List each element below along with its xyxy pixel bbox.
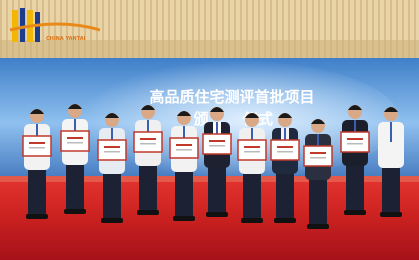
certificate-text	[67, 137, 83, 139]
legs	[243, 170, 261, 220]
certificate	[134, 132, 162, 152]
legs	[139, 162, 157, 212]
certificate	[271, 140, 299, 160]
legs	[28, 166, 46, 216]
certificate-text	[104, 151, 120, 153]
certificate-text	[310, 152, 326, 154]
certificate-text	[29, 142, 45, 144]
certificate-text	[176, 144, 192, 146]
legs	[309, 176, 327, 226]
certificate	[61, 131, 89, 151]
certificate-text	[277, 146, 293, 148]
legs	[346, 162, 364, 212]
lanyard	[390, 122, 392, 142]
certificate	[203, 134, 231, 154]
banner-title: 高品质住宅测评首批项目	[149, 88, 314, 106]
certificate-text	[244, 151, 260, 153]
shoes	[241, 218, 263, 223]
certificate-text	[277, 151, 293, 153]
legs	[382, 164, 400, 214]
legs	[66, 161, 84, 211]
certificate-text	[104, 146, 120, 148]
certificate-text	[209, 145, 225, 147]
people	[23, 104, 404, 229]
shoes	[380, 212, 402, 217]
photo: CHINA YANTAI 高品质住宅测评首批项目 颁 仪式	[0, 0, 419, 260]
shoes	[173, 216, 195, 221]
certificate-text	[244, 146, 260, 148]
certificate	[238, 140, 266, 160]
legs	[276, 170, 294, 220]
logo-stripe	[20, 8, 25, 42]
certificate	[341, 132, 369, 152]
legs	[103, 170, 121, 220]
certificate	[304, 146, 332, 166]
shoes	[274, 218, 296, 223]
certificate	[23, 136, 51, 156]
logo-text: CHINA YANTAI	[46, 36, 86, 42]
logo-stripe	[12, 10, 18, 42]
shoes	[64, 209, 86, 214]
certificate-text	[140, 143, 156, 145]
logo-stripe	[35, 12, 40, 42]
shoes	[307, 224, 329, 229]
certificate-text	[347, 143, 363, 145]
shoes	[206, 212, 228, 217]
certificate	[170, 138, 198, 158]
ceiling-edge	[0, 40, 419, 58]
certificate-text	[209, 140, 225, 142]
shoes	[137, 210, 159, 215]
shoes	[26, 214, 48, 219]
legs	[208, 164, 226, 214]
certificate-text	[176, 149, 192, 151]
certificate-text	[29, 147, 45, 149]
shoes	[344, 210, 366, 215]
certificate-text	[310, 157, 326, 159]
certificate-text	[140, 138, 156, 140]
shoes	[101, 218, 123, 223]
certificate-text	[347, 138, 363, 140]
certificate	[98, 140, 126, 160]
certificate-text	[67, 142, 83, 144]
legs	[175, 168, 193, 218]
